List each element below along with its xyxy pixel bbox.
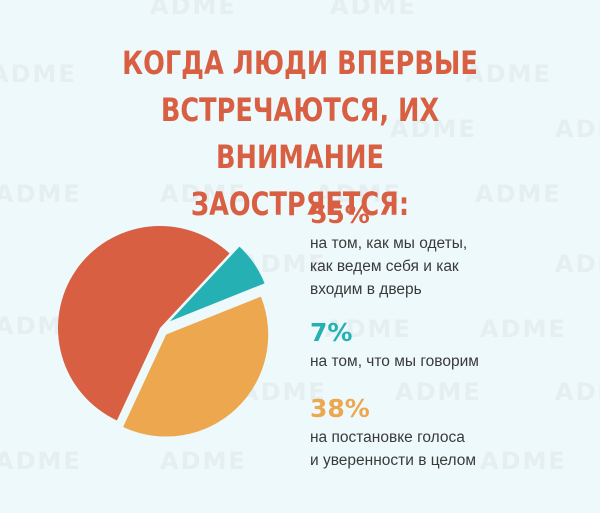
watermark: ADME [160, 447, 247, 475]
page-title: КОГДА ЛЮДИ ВПЕРВЫЕ ВСТРЕЧАЮТСЯ, ИХ ВНИМА… [84, 40, 516, 228]
pie-slice-55 [58, 225, 230, 421]
watermark: ADME [0, 447, 82, 475]
pie-slice-38 [123, 296, 269, 437]
watermark: ADME [555, 250, 600, 278]
description-line: как ведем себя и как [310, 258, 459, 275]
description-line: входим в дверь [310, 281, 422, 298]
legend-description-55: на том, как мы одеты, как ведем себя и к… [310, 232, 467, 301]
watermark: ADME [480, 447, 567, 475]
legend-item-55: 55% на том, как мы одеты, как ведем себя… [310, 200, 467, 301]
legend-description-38: на постановке голоса и уверенности в цел… [310, 426, 476, 472]
legend-percent-55: 55% [310, 200, 370, 229]
legend-percent-7: 7% [310, 318, 353, 347]
pie-slice-7 [169, 246, 265, 322]
title-line-3: ЗАОСТРЯЕТСЯ: [190, 185, 410, 223]
description-line: и уверенности в целом [310, 452, 477, 469]
watermark: ADME [0, 60, 77, 88]
description-line: на том, что мы говорим [310, 353, 479, 370]
legend-percent-38: 38% [310, 394, 370, 423]
description-line: на постановке голоса [310, 429, 465, 446]
title-line-2: ВСТРЕЧАЮТСЯ, ИХ ВНИМАНИЕ [160, 91, 440, 176]
legend-item-7: 7% на том, что мы говорим [310, 318, 479, 373]
pie-chart [58, 225, 269, 437]
description-line: на том, как мы одеты, [310, 235, 468, 252]
watermark: ADME [0, 180, 82, 208]
watermark: ADME [150, 0, 237, 20]
watermark: ADME [555, 378, 600, 406]
watermark: ADME [330, 0, 417, 20]
legend-item-38: 38% на постановке голоса и уверенности в… [310, 394, 476, 472]
watermark: ADME [555, 115, 600, 143]
legend-description-7: на том, что мы говорим [310, 350, 479, 373]
watermark: ADME [480, 315, 567, 343]
title-line-1: КОГДА ЛЮДИ ВПЕРВЫЕ [122, 44, 478, 82]
